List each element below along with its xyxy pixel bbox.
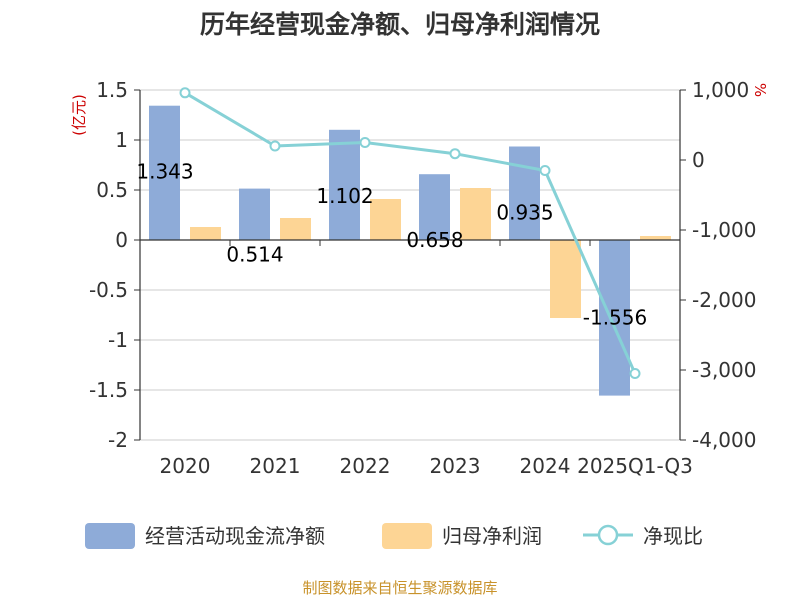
category-label: 2020 — [160, 454, 211, 478]
right-tick-label: -4,000 — [692, 428, 756, 452]
right-tick-label: -3,000 — [692, 358, 756, 382]
cashflow-bar — [599, 240, 630, 396]
legend: 经营活动现金流净额 归母净利润 净现比 — [85, 523, 703, 549]
right-tick-label: -1,000 — [692, 218, 756, 242]
cashflow-bar — [419, 174, 450, 240]
cashflow-bar — [509, 146, 540, 240]
category-label: 2025Q1-Q3 — [577, 454, 693, 478]
category-label: 2022 — [340, 454, 391, 478]
legend-swatch-ratio-marker — [597, 524, 619, 546]
cashflow-data-label: 0.935 — [496, 201, 553, 225]
cashflow-data-label: 1.102 — [316, 184, 373, 208]
legend-label-ratio: 净现比 — [643, 524, 703, 548]
cashflow-data-label: 1.343 — [136, 160, 193, 184]
legend-label-netprofit: 归母净利润 — [442, 524, 542, 548]
cashflow-bar — [329, 129, 360, 240]
ratio-point — [449, 148, 461, 160]
cashflow-data-label: -1.556 — [583, 306, 647, 330]
category-label: 2024 — [520, 454, 571, 478]
right-axis-unit: % — [751, 83, 769, 97]
bars — [149, 105, 671, 396]
netprofit-bar — [640, 236, 671, 240]
ratio-point — [269, 140, 281, 152]
left-tick-label: -1 — [108, 328, 128, 352]
left-tick-label: -0.5 — [89, 278, 128, 302]
ratio-line-path — [184, 91, 637, 375]
chart-title: 历年经营现金净额、归母净利润情况 — [200, 10, 600, 39]
cashflow-data-label: 0.514 — [226, 243, 283, 267]
category-label: 2023 — [430, 454, 481, 478]
axes: 1.5 1 0.5 0 -0.5 -1 -1.5 -2 1,000 0 -1,000 -2,000 -3… — [89, 78, 757, 478]
left-tick-label: 0 — [115, 228, 128, 252]
right-tick-label: -2,000 — [692, 288, 756, 312]
ratio-point — [179, 87, 191, 99]
left-axis-unit: (亿元) — [70, 94, 88, 136]
ratio-line — [179, 87, 641, 379]
left-tick-label: -1.5 — [89, 378, 128, 402]
left-tick-label: 0.5 — [96, 178, 128, 202]
cashflow-bar — [149, 105, 180, 240]
netprofit-bar — [370, 199, 401, 240]
netprofit-bar — [280, 218, 311, 240]
left-tick-label: -2 — [108, 428, 128, 452]
netprofit-bar — [550, 240, 581, 318]
netprofit-bar — [190, 227, 221, 240]
ratio-point — [359, 137, 371, 148]
ratio-point — [629, 368, 641, 379]
right-tick-label: 0 — [692, 148, 705, 172]
cashflow-bar — [239, 188, 270, 240]
left-tick-label: 1 — [115, 128, 128, 152]
source-note: 制图数据来自恒生聚源数据库 — [302, 579, 497, 597]
legend-label-cashflow: 经营活动现金流净额 — [145, 524, 325, 548]
legend-swatch-cashflow — [85, 523, 135, 549]
left-tick-label: 1.5 — [96, 78, 128, 102]
legend-swatch-netprofit — [382, 523, 432, 549]
ratio-point — [539, 165, 551, 176]
data-labels: 1.343 0.514 1.102 0.658 0.935 -1.556 — [136, 160, 647, 330]
netprofit-bar — [460, 188, 491, 240]
right-tick-label: 1,000 — [692, 78, 749, 102]
category-label: 2021 — [250, 454, 301, 478]
cashflow-data-label: 0.658 — [406, 228, 463, 252]
